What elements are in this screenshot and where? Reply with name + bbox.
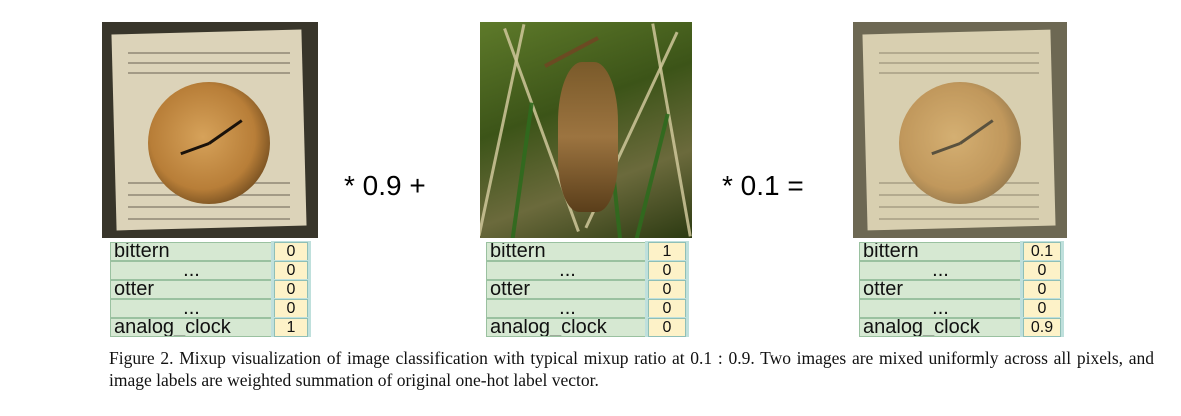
label-row: otter 0 <box>110 279 311 299</box>
label-value: 0 <box>1023 280 1061 299</box>
label-name: ... <box>859 299 1022 318</box>
label-name: ... <box>486 299 649 318</box>
label-row: otter 0 <box>486 279 689 299</box>
label-value: 0 <box>274 299 308 318</box>
label-value: 0 <box>648 318 686 337</box>
label-name: bittern <box>110 242 273 261</box>
label-name: analog_clock <box>486 318 649 337</box>
label-row: bittern 1 <box>486 241 689 261</box>
label-value: 0 <box>648 261 686 280</box>
label-row: otter 0 <box>859 279 1064 299</box>
label-name: otter <box>859 280 1022 299</box>
bird-blend-overlay <box>853 22 1067 238</box>
label-name: ... <box>110 261 273 280</box>
label-name: otter <box>110 280 273 299</box>
label-row: bittern 0 <box>110 241 311 261</box>
label-row: analog_clock 0.9 <box>859 317 1064 337</box>
label-value: 0 <box>1023 299 1061 318</box>
operator-times-0-9-plus: * 0.9 + <box>344 170 426 201</box>
label-name: ... <box>110 299 273 318</box>
label-row: bittern 0.1 <box>859 241 1064 261</box>
figure-caption: Figure 2. Mixup visualization of image c… <box>109 348 1154 390</box>
label-value: 0.9 <box>1023 318 1061 337</box>
label-value: 0 <box>274 280 308 299</box>
label-row: ... 0 <box>486 260 689 280</box>
clock-image <box>102 22 318 238</box>
label-value: 0 <box>274 242 308 261</box>
label-row: ... 0 <box>859 260 1064 280</box>
label-value: 0 <box>648 299 686 318</box>
label-name: analog_clock <box>859 318 1022 337</box>
label-name: otter <box>486 280 649 299</box>
label-value: 0 <box>1023 261 1061 280</box>
label-row: ... 0 <box>859 298 1064 318</box>
label-row: ... 0 <box>110 260 311 280</box>
label-value: 1 <box>274 318 308 337</box>
bittern-image <box>480 22 692 238</box>
label-value: 0 <box>274 261 308 280</box>
label-name: ... <box>486 261 649 280</box>
label-row: analog_clock 1 <box>110 317 311 337</box>
label-name: analog_clock <box>110 318 273 337</box>
label-name: ... <box>859 261 1022 280</box>
label-name: bittern <box>859 242 1022 261</box>
label-value: 1 <box>648 242 686 261</box>
mixed-image <box>853 22 1067 238</box>
label-value: 0 <box>648 280 686 299</box>
bittern-bird-icon <box>558 62 618 212</box>
label-row: ... 0 <box>486 298 689 318</box>
label-row: analog_clock 0 <box>486 317 689 337</box>
label-value: 0.1 <box>1023 242 1061 261</box>
label-name: bittern <box>486 242 649 261</box>
label-row: ... 0 <box>110 298 311 318</box>
operator-times-0-1-equals: * 0.1 = <box>722 170 804 201</box>
